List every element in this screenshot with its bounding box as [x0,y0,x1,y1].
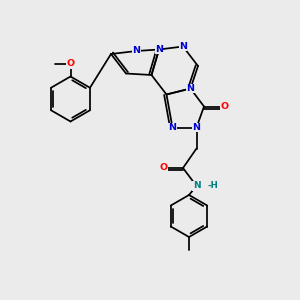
Text: -H: -H [208,182,218,190]
Text: N: N [133,46,140,56]
Text: N: N [169,123,176,132]
Text: O: O [66,59,75,68]
Text: N: N [187,84,194,93]
Text: N: N [155,45,163,54]
Text: N: N [193,123,200,132]
Text: O: O [159,164,168,172]
Text: O: O [221,102,229,111]
Text: N: N [193,182,200,190]
Text: N: N [179,42,187,51]
